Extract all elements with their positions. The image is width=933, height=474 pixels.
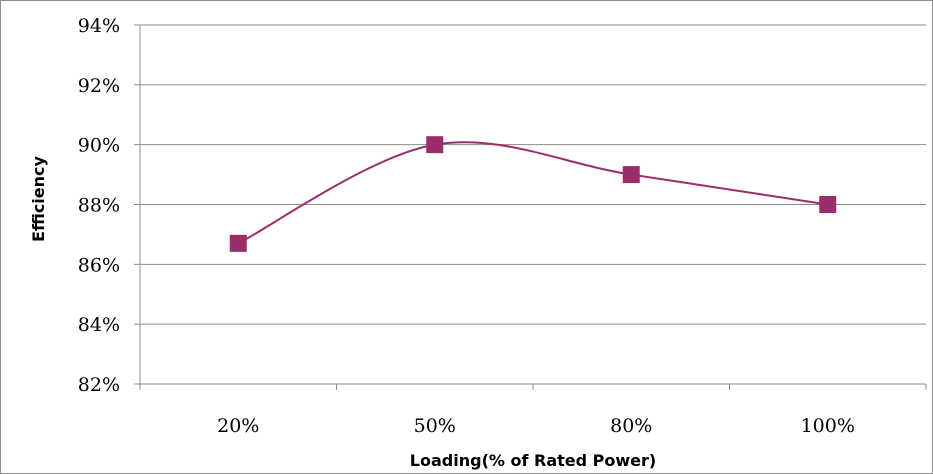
data-point-80pct <box>622 166 640 184</box>
y-tick-label: 84% <box>78 314 120 336</box>
y-axis-label: Efficiency <box>29 155 48 241</box>
grid-lines <box>140 24 926 325</box>
y-tick-label: 94% <box>78 15 120 37</box>
x-tick-label: 50% <box>414 415 456 437</box>
x-tick-label: 80% <box>610 415 652 437</box>
y-tick-label: 92% <box>78 75 120 97</box>
axes <box>134 24 927 390</box>
series-line <box>237 141 828 245</box>
x-tick-label: 100% <box>801 415 855 437</box>
y-tick-labels: 82% 84% 86% 88% 90% 92% 94% <box>78 15 120 396</box>
x-axis-label: Loading(% of Rated Power) <box>410 451 656 470</box>
x-tick-labels: 20% 50% 80% 100% <box>217 415 855 437</box>
y-tick-label: 88% <box>78 195 120 217</box>
y-tick-label: 82% <box>78 374 120 396</box>
y-tick-label: 90% <box>78 135 120 157</box>
data-point-100pct <box>819 196 837 213</box>
y-tick-label: 86% <box>78 254 120 276</box>
data-point-20pct <box>229 234 247 252</box>
series-group <box>229 136 837 252</box>
x-tick-label: 20% <box>217 415 259 437</box>
data-point-50pct <box>426 136 444 154</box>
